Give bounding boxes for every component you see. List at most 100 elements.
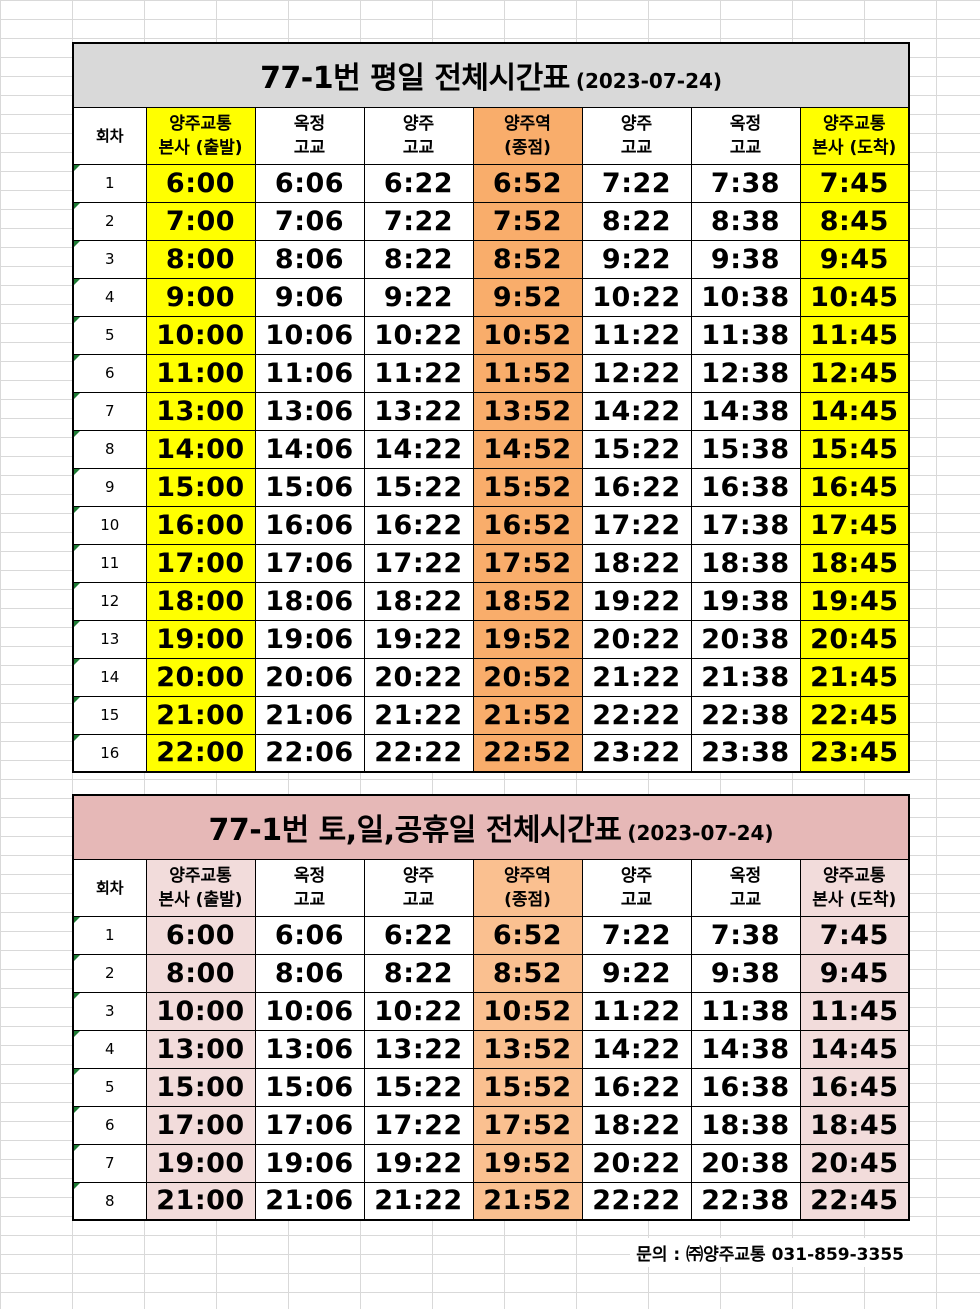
- time-cell: 21:38: [690, 657, 801, 697]
- time-cell: 11:22: [363, 353, 474, 393]
- time-cell: 16:38: [690, 467, 801, 507]
- time-cell: 15:06: [254, 467, 365, 507]
- header-line2: 고교: [402, 889, 435, 910]
- time-cell: 14:38: [690, 391, 801, 431]
- time-cell: 22:22: [363, 733, 474, 773]
- header-line2: 본사 (출발): [158, 889, 243, 910]
- time-cell: 14:22: [581, 1029, 692, 1069]
- header-line2: 고교: [402, 137, 435, 158]
- time-cell: 15:06: [254, 1067, 365, 1107]
- table-row: 5 15:00 15:06 15:22 15:52 16:22 16:38 16:45: [72, 1067, 910, 1107]
- round-number: 4: [72, 277, 147, 317]
- time-cell: 9:38: [690, 953, 801, 993]
- header-yangju-hs-return: 양주 고교: [581, 858, 692, 917]
- time-cell: 9:38: [690, 239, 801, 279]
- time-cell: 13:06: [254, 1029, 365, 1069]
- time-cell: 22:22: [581, 1181, 692, 1221]
- time-cell: 14:06: [254, 429, 365, 469]
- header-line1: 양주: [620, 865, 653, 886]
- time-cell: 15:52: [472, 467, 583, 507]
- time-cell: 22:06: [254, 733, 365, 773]
- time-cell: 10:45: [799, 277, 910, 317]
- time-cell: 14:00: [145, 429, 256, 469]
- time-cell: 21:06: [254, 1181, 365, 1221]
- time-cell: 16:45: [799, 1067, 910, 1107]
- time-cell: 9:45: [799, 239, 910, 279]
- round-number: 10: [72, 505, 147, 545]
- header-line2: 고교: [729, 889, 762, 910]
- time-cell: 11:06: [254, 353, 365, 393]
- header-okjeong-hs-return: 옥정 고교: [690, 106, 801, 165]
- round-number: 16: [72, 733, 147, 773]
- time-cell: 18:52: [472, 581, 583, 621]
- time-cell: 20:38: [690, 1143, 801, 1183]
- time-cell: 13:00: [145, 391, 256, 431]
- time-cell: 19:52: [472, 1143, 583, 1183]
- time-cell: 16:00: [145, 505, 256, 545]
- time-cell: 20:38: [690, 619, 801, 659]
- time-cell: 14:22: [581, 391, 692, 431]
- header-line1: 양주역: [504, 865, 551, 886]
- time-cell: 11:52: [472, 353, 583, 393]
- time-cell: 11:45: [799, 315, 910, 355]
- time-cell: 17:06: [254, 1105, 365, 1145]
- header-line1: 양주교통: [169, 865, 232, 886]
- table-row: 9 15:00 15:06 15:22 15:52 16:22 16:38 16:45: [72, 467, 910, 507]
- time-cell: 8:00: [145, 953, 256, 993]
- header-line2: 고교: [293, 137, 326, 158]
- table-row: 13 19:00 19:06 19:22 19:52 20:22 20:38 20:45: [72, 619, 910, 659]
- header-line1: 양주교통: [169, 113, 232, 134]
- time-cell: 9:52: [472, 277, 583, 317]
- time-cell: 13:52: [472, 1029, 583, 1069]
- header-line1: 양주역: [504, 113, 551, 134]
- time-cell: 12:38: [690, 353, 801, 393]
- table-row: 1 6:00 6:06 6:22 6:52 7:22 7:38 7:45: [72, 163, 910, 203]
- header-line1: 옥정: [293, 113, 326, 134]
- time-cell: 22:22: [581, 695, 692, 735]
- time-cell: 15:00: [145, 1067, 256, 1107]
- time-cell: 8:52: [472, 239, 583, 279]
- time-cell: 6:00: [145, 915, 256, 955]
- time-cell: 15:22: [581, 429, 692, 469]
- weekend-date: (2023-07-24): [627, 821, 774, 846]
- time-cell: 6:06: [254, 915, 365, 955]
- time-cell: 10:06: [254, 315, 365, 355]
- time-cell: 13:06: [254, 391, 365, 431]
- time-cell: 7:22: [581, 915, 692, 955]
- time-cell: 7:45: [799, 163, 910, 203]
- table-row: 5 10:00 10:06 10:22 10:52 11:22 11:38 11:45: [72, 315, 910, 355]
- time-cell: 10:00: [145, 315, 256, 355]
- round-number: 6: [72, 353, 147, 393]
- time-cell: 8:22: [363, 953, 474, 993]
- time-cell: 10:52: [472, 315, 583, 355]
- header-yangju-hs: 양주 고교: [363, 858, 474, 917]
- weekend-header-row: 회차 양주교통 본사 (출발) 옥정 고교 양주 고교 양주역 (종점) 양주 고교 옥정…: [72, 858, 910, 917]
- time-cell: 7:45: [799, 915, 910, 955]
- round-number: 9: [72, 467, 147, 507]
- time-cell: 6:00: [145, 163, 256, 203]
- time-cell: 18:00: [145, 581, 256, 621]
- time-cell: 19:06: [254, 1143, 365, 1183]
- time-cell: 13:00: [145, 1029, 256, 1069]
- table-row: 8 14:00 14:06 14:22 14:52 15:22 15:38 15:45: [72, 429, 910, 469]
- time-cell: 15:00: [145, 467, 256, 507]
- time-cell: 6:22: [363, 915, 474, 955]
- time-cell: 14:22: [363, 429, 474, 469]
- time-cell: 21:00: [145, 695, 256, 735]
- header-line1: 양주교통: [823, 113, 886, 134]
- time-cell: 13:52: [472, 391, 583, 431]
- time-cell: 23:22: [581, 733, 692, 773]
- table-row: 8 21:00 21:06 21:22 21:52 22:22 22:38 22:45: [72, 1181, 910, 1221]
- time-cell: 20:52: [472, 657, 583, 697]
- time-cell: 22:38: [690, 1181, 801, 1221]
- time-cell: 21:22: [581, 657, 692, 697]
- time-cell: 20:45: [799, 1143, 910, 1183]
- time-cell: 6:22: [363, 163, 474, 203]
- header-line2: 고교: [293, 889, 326, 910]
- time-cell: 19:22: [581, 581, 692, 621]
- round-number: 7: [72, 391, 147, 431]
- round-number: 11: [72, 543, 147, 583]
- time-cell: 7:06: [254, 201, 365, 241]
- time-cell: 10:38: [690, 277, 801, 317]
- time-cell: 17:00: [145, 1105, 256, 1145]
